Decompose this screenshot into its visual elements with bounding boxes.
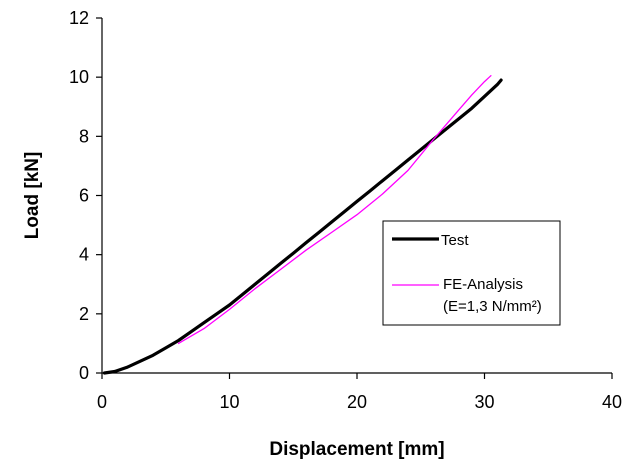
y-tick-label: 2: [79, 304, 89, 324]
legend: Test FE-Analysis (E=1,3 N/mm²): [382, 220, 561, 326]
y-tick-label: 12: [69, 8, 89, 28]
x-axis: 0 10 20 30 40: [97, 372, 622, 412]
y-axis-title: Load [kN]: [22, 152, 43, 240]
series-line-test: [102, 78, 503, 375]
legend-label-test: Test: [441, 232, 469, 249]
x-axis-title: Displacement [mm]: [269, 439, 444, 460]
y-tick-label: 6: [79, 186, 89, 206]
legend-label-fe-analysis: FE-Analysis: [443, 276, 523, 293]
y-tick-label: 0: [79, 363, 89, 383]
y-tick-label: 10: [69, 67, 89, 87]
y-tick-label: 4: [79, 245, 89, 265]
y-tick-label: 8: [79, 126, 89, 146]
series-layer: [102, 75, 503, 375]
series-line-fe-analysis: [177, 75, 492, 345]
y-axis: 0 2 4 6 8 10 12: [69, 8, 103, 383]
x-tick-label: 10: [219, 392, 239, 412]
x-tick-label: 30: [474, 392, 494, 412]
legend-label-fe-analysis-modulus: (E=1,3 N/mm²): [443, 298, 542, 315]
x-tick-label: 40: [602, 392, 622, 412]
x-tick-label: 0: [97, 392, 107, 412]
x-tick-label: 20: [347, 392, 367, 412]
